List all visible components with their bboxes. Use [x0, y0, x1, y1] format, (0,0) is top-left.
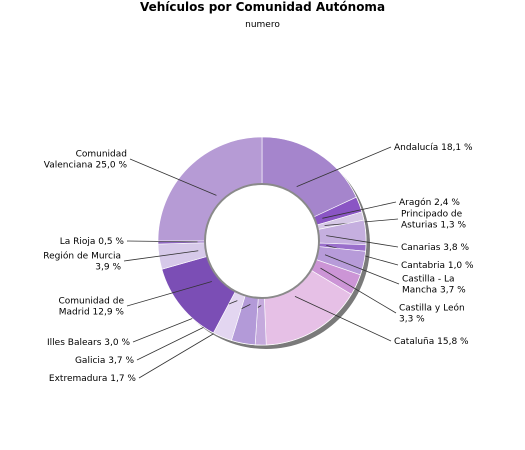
slice-label: Comunidad Valenciana 25,0 %	[44, 150, 128, 171]
slice-label: Castilla y León 3,3 %	[399, 303, 465, 325]
leader-line	[123, 250, 199, 262]
leader-line	[324, 254, 400, 285]
slice-label: Andalucía 18,1 %	[394, 143, 473, 153]
slice-label: La Rioja 0,5 %	[60, 237, 125, 247]
leader-line	[296, 146, 392, 188]
slice-label: Principado de Asturias 1,3 %	[401, 210, 467, 231]
slice-label: Extremadura 1,7 %	[49, 374, 137, 384]
leader-line	[126, 240, 198, 243]
slice-label: Cantabria 1,0 %	[401, 261, 474, 271]
leader-line	[326, 235, 399, 248]
leader-line	[129, 158, 217, 196]
donut-hole-edge	[204, 183, 320, 299]
leader-line	[126, 281, 212, 307]
chart-title: Vehículos por Comunidad Autónoma	[139, 0, 386, 14]
slice-label: Cataluña 15,8 %	[394, 337, 469, 347]
slice-label: Aragón 2,4 %	[399, 197, 460, 208]
leader-line	[322, 201, 397, 219]
slice-label: Región de Murcia 3,9 %	[43, 251, 121, 273]
slice-label: Illes Balears 3,0 %	[47, 338, 130, 348]
slice-label: Castilla - La Mancha 3,7 %	[402, 275, 466, 296]
leader-line	[294, 296, 392, 342]
slice-label: Galicia 3,7 %	[75, 356, 134, 366]
slice-label: Comunidad de Madrid 12,9 %	[58, 297, 124, 318]
leader-line	[320, 267, 397, 314]
slice-label: Canarias 3,8 %	[401, 243, 469, 253]
chart-subtitle: numero	[245, 20, 280, 30]
